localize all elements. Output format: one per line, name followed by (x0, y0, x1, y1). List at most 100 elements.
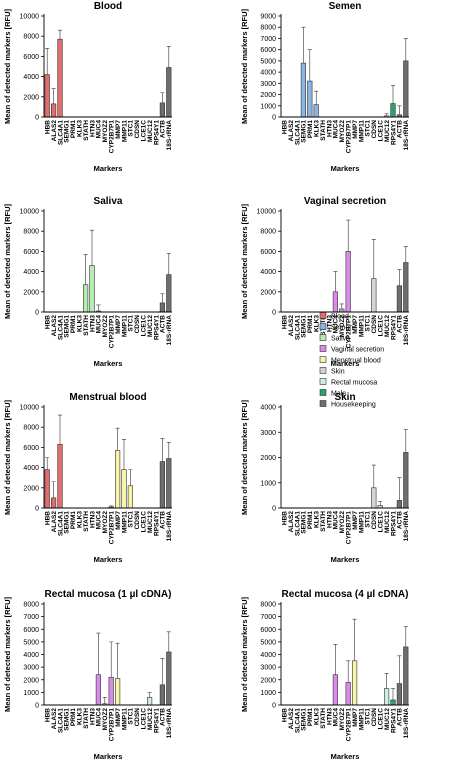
x-tick-label: PRM1 (307, 120, 314, 138)
legend-label: Semen (331, 325, 353, 332)
y-tick-label: 3000 (260, 430, 276, 437)
x-tick-label: MMP7 (352, 511, 359, 530)
x-tick-label: STC1 (128, 120, 135, 137)
axes (280, 14, 409, 118)
y-tick-label: 6000 (260, 627, 276, 634)
bar (307, 80, 313, 118)
x-tick-label: PRM1 (70, 120, 77, 138)
x-tick-label: PRM1 (307, 708, 314, 726)
error-bar (45, 48, 50, 75)
x-tick-label: HTN3 (89, 315, 96, 332)
error-bar (166, 46, 171, 68)
bar (403, 452, 409, 509)
y-tick-label: 3000 (260, 665, 276, 672)
y-axis-title: Mean of detected markers [RFU] (240, 399, 249, 515)
x-tick-label: CYP2B7P1 (109, 511, 116, 545)
x-tick-label: MMP7 (115, 315, 122, 334)
error-bar (346, 219, 351, 252)
y-tick-label: 8000 (23, 34, 39, 41)
x-axis-title: Markers (331, 752, 360, 761)
bar (403, 60, 409, 118)
x-tick-label: MYOZ2 (339, 511, 346, 534)
y-tick-label: 4000 (23, 652, 39, 659)
y-tick-label: 3000 (260, 81, 276, 88)
x-tick-label: CYP2B7P1 (346, 120, 353, 154)
y-tick-label: 3000 (23, 665, 39, 672)
x-tick-label: LCE1C (141, 315, 148, 337)
error-bar (115, 427, 120, 451)
error-bar (58, 414, 62, 445)
x-tick-label: 18S-rRNA (166, 315, 173, 346)
x-tick-label: SLC4A1 (57, 120, 64, 145)
x-tick-label: LCE1C (378, 511, 385, 533)
x-tick-label: HBB (282, 120, 289, 134)
x-tick-label: SLC4A1 (294, 511, 301, 536)
bar (403, 646, 409, 706)
legend-label: Housekeeping (331, 402, 376, 409)
x-tick-label: SLC4A1 (294, 708, 301, 733)
x-tick-label: ACTB (160, 708, 167, 726)
bar (114, 450, 121, 509)
chart-title: Rectal mucosa (4 µl cDNA) (282, 589, 409, 600)
x-tick-label: SLC4A1 (57, 315, 64, 340)
y-tick-label: 5000 (23, 639, 39, 646)
x-tick-label: 18S-rRNA (166, 120, 173, 151)
x-tick-label: HBB (45, 708, 52, 722)
bar (345, 251, 351, 313)
x-tick-label: LCE1C (378, 315, 385, 337)
x-tick-label: CYP2B7P1 (109, 708, 116, 742)
y-tick-label: 6000 (260, 47, 276, 54)
y-tick-label: 0 (35, 506, 39, 513)
x-tick-label: MMP11 (358, 708, 365, 730)
x-tick-label: HBB (45, 120, 52, 134)
x-tick-label: MYOZ2 (102, 511, 109, 534)
bar (390, 103, 396, 118)
x-tick-label: STC1 (365, 120, 372, 137)
x-tick-label: PRM1 (70, 315, 77, 333)
y-tick-label: 9000 (260, 14, 276, 21)
x-tick-label: STATH (320, 708, 327, 729)
x-tick-label: SEMG1 (64, 511, 71, 534)
bar (371, 487, 377, 509)
y-tick-label: 1000 (23, 690, 39, 697)
x-tick-label: MMP7 (352, 120, 359, 139)
x-tick-label: MYOZ2 (339, 315, 346, 338)
x-tick-label: LCE1C (141, 708, 148, 730)
bar (166, 274, 172, 313)
x-tick-label: 18S-rRNA (403, 511, 410, 542)
x-tick-label: STC1 (365, 708, 372, 725)
x-tick-label: CDSN (371, 511, 378, 530)
x-tick-label: STC1 (128, 708, 135, 725)
legend-label: Menstrual blood (331, 358, 381, 365)
bar (332, 291, 339, 313)
chart-title: Vaginal secretion (304, 196, 386, 207)
x-axis-title: Markers (331, 164, 360, 173)
y-tick-label: 8000 (23, 602, 39, 609)
legend-label: Blood (331, 314, 349, 321)
y-tick-label: 4000 (260, 269, 276, 276)
error-bar (384, 673, 389, 689)
axes (280, 405, 409, 509)
y-tick-label: 6000 (23, 627, 39, 634)
x-tick-label: MMP11 (121, 511, 128, 533)
legend-label: Skin (331, 369, 345, 376)
y-tick-label: 1000 (260, 480, 276, 487)
y-axis-title: Mean of detected markers [RFU] (3, 596, 12, 712)
x-tick-label: MMP11 (121, 708, 128, 730)
x-tick-label: MYOZ2 (339, 120, 346, 143)
error-bar (96, 632, 101, 675)
y-tick-label: 0 (272, 703, 276, 710)
bar (50, 497, 57, 509)
x-tick-label: RPS4Y1 (153, 315, 160, 340)
bar (146, 697, 153, 706)
x-tick-label: CDSN (134, 120, 141, 139)
error-bar (307, 49, 312, 82)
error-bar (166, 253, 171, 275)
error-bar (397, 477, 402, 501)
error-bar (333, 271, 338, 292)
x-tick-label: MYOZ2 (102, 315, 109, 338)
x-tick-label: KLK3 (77, 511, 84, 528)
y-axis-title: Mean of detected markers [RFU] (3, 203, 12, 319)
y-tick-label: 2000 (23, 289, 39, 296)
error-bar (147, 692, 152, 698)
